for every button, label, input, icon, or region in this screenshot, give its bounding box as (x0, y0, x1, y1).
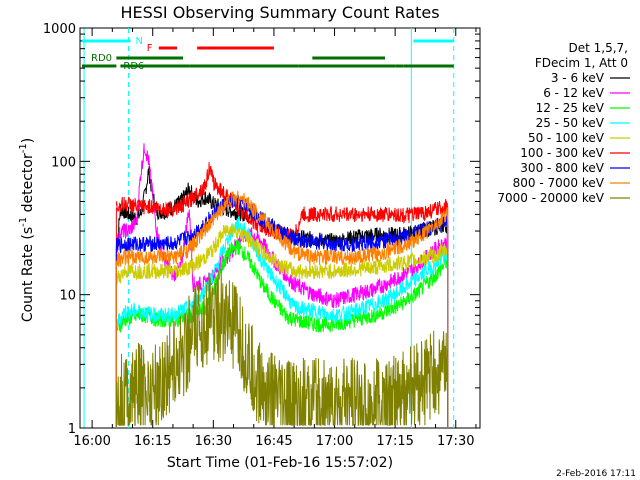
state-bar-label-0: N (136, 36, 143, 47)
y-tick-label-3: 1000 (43, 22, 76, 37)
y-axis-label-sup2: -1 (18, 143, 29, 153)
y-tick-label-2: 100 (51, 155, 76, 170)
legend-entry-label-5: 100 - 300 keV (520, 146, 604, 160)
legend-entry-label-2: 12 - 25 keV (536, 101, 605, 115)
x-tick-label-4: 17:00 (316, 434, 353, 449)
legend-header-1: FDecim 1, Att 0 (535, 56, 628, 70)
legend-entry-label-8: 7000 - 20000 keV (497, 191, 604, 205)
x-tick-label-6: 17:30 (437, 434, 474, 449)
legend-entry-label-7: 800 - 7000 keV (513, 176, 605, 190)
series-group (115, 143, 449, 427)
y-axis-label: Count Rate (s-1 detector-1) (18, 138, 36, 322)
y-axis-label-mid: detector (20, 153, 36, 217)
series-line-7 (115, 190, 449, 267)
x-axis-label: Start Time (01-Feb-16 15:57:02) (167, 455, 393, 471)
footer-stamp: 2-Feb-2016 17:11 (556, 469, 636, 479)
state-bar-label-1: F (147, 43, 153, 54)
y-axis-label-sup1: -1 (18, 217, 29, 227)
plot-area: 16:00 16:15 16:30 16:45 17:00 17:15 17:30 1 10 10… (43, 22, 481, 449)
x-tick-label-2: 16:30 (195, 434, 232, 449)
legend-header-0: Det 1,5,7, (569, 41, 629, 55)
y-axis-label-end: ) (20, 138, 36, 143)
x-tick-label-0: 16:00 (73, 434, 110, 449)
legend-entry-label-6: 300 - 800 keV (520, 161, 604, 175)
legend-entry-label-3: 25 - 50 keV (536, 116, 605, 130)
state-bar-label-2: RD0 (91, 53, 112, 64)
series-line-8 (115, 269, 449, 427)
legend-entry-label-0: 3 - 6 keV (551, 71, 605, 85)
x-tick-label-5: 17:15 (376, 434, 413, 449)
state-bar-label-3: RD6 (123, 61, 144, 72)
legend-entry-label-4: 50 - 100 keV (528, 131, 605, 145)
chart-title: HESSI Observing Summary Count Rates (120, 3, 439, 22)
y-tick-label-0: 1 (68, 422, 76, 437)
y-tick-label-1: 10 (59, 289, 76, 304)
series-line-2 (115, 239, 449, 334)
series-line-6 (115, 193, 449, 254)
x-tick-label-3: 16:45 (255, 434, 292, 449)
plot-frame (79, 27, 481, 429)
x-tick-label-1: 16:15 (134, 434, 171, 449)
legend-entry-label-1: 6 - 12 keV (543, 86, 605, 100)
series-line-3 (115, 215, 449, 328)
series-line-4 (115, 223, 449, 284)
y-axis-label-main: Count Rate (s (20, 227, 36, 322)
